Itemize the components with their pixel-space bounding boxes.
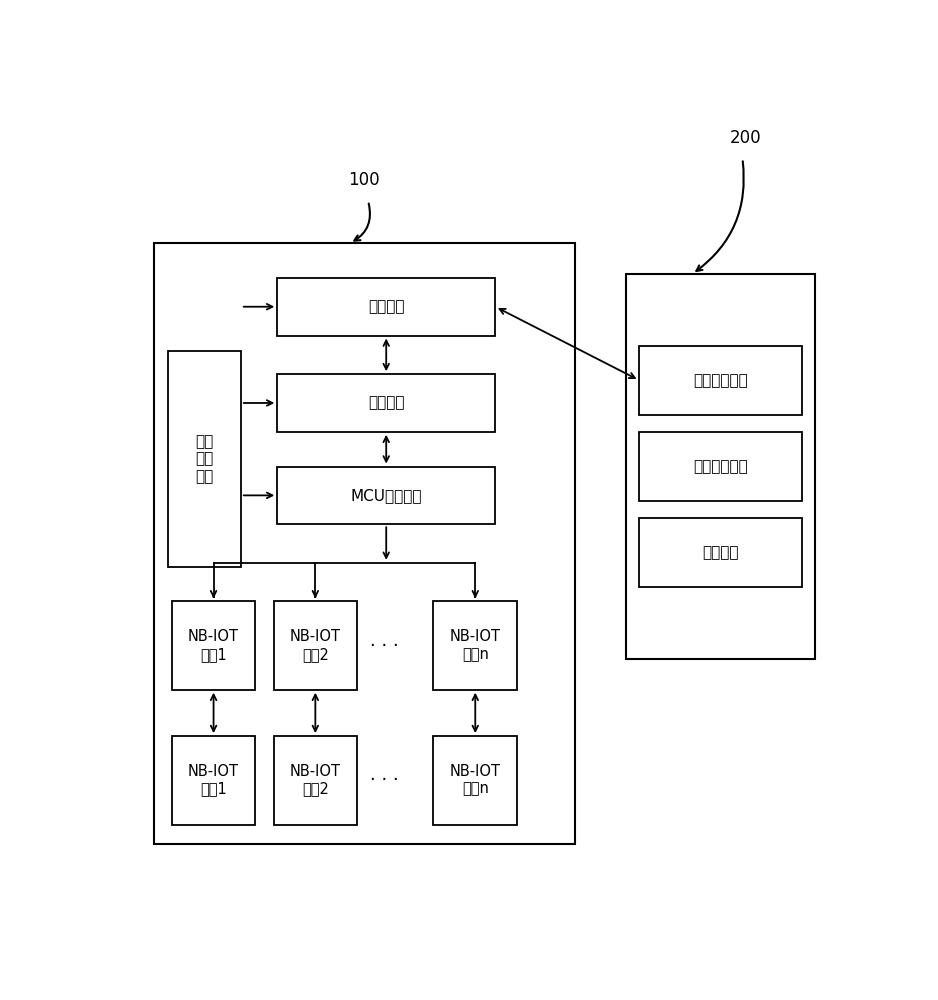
Text: · · ·: · · · bbox=[370, 771, 399, 789]
Bar bbox=[278, 374, 495, 432]
Text: 蓝牙模块: 蓝牙模块 bbox=[368, 395, 404, 410]
Bar bbox=[154, 243, 575, 844]
Text: NB-IOT
模块1: NB-IOT 模块1 bbox=[189, 629, 239, 662]
Bar bbox=[639, 346, 802, 415]
Bar bbox=[639, 518, 802, 587]
Bar bbox=[274, 601, 357, 690]
Text: NB-IOT
天线n: NB-IOT 天线n bbox=[450, 764, 501, 796]
Text: · · ·: · · · bbox=[370, 637, 399, 655]
Text: NB-IOT
模块2: NB-IOT 模块2 bbox=[290, 629, 340, 662]
Text: 蓝牙天线: 蓝牙天线 bbox=[368, 299, 404, 314]
Text: NB-IOT
模块n: NB-IOT 模块n bbox=[450, 629, 501, 662]
Text: 100: 100 bbox=[349, 171, 380, 189]
Text: MCU主控模块: MCU主控模块 bbox=[351, 488, 422, 503]
Text: NB-IOT
天线1: NB-IOT 天线1 bbox=[189, 764, 239, 796]
Text: 200: 200 bbox=[731, 129, 762, 147]
Bar bbox=[274, 736, 357, 825]
Text: NB-IOT
天线2: NB-IOT 天线2 bbox=[290, 764, 340, 796]
Bar bbox=[278, 278, 495, 336]
Text: 电源
管理
模块: 电源 管理 模块 bbox=[195, 434, 214, 484]
Text: 软件控制单元: 软件控制单元 bbox=[693, 459, 748, 474]
Text: 蓝牙连接单元: 蓝牙连接单元 bbox=[693, 373, 748, 388]
Bar bbox=[639, 432, 802, 501]
Bar bbox=[433, 736, 517, 825]
Bar bbox=[278, 466, 495, 524]
Text: 显示单元: 显示单元 bbox=[703, 545, 739, 560]
Bar bbox=[627, 274, 815, 659]
Bar bbox=[172, 736, 255, 825]
Bar bbox=[433, 601, 517, 690]
Bar bbox=[168, 351, 241, 567]
Bar bbox=[172, 601, 255, 690]
